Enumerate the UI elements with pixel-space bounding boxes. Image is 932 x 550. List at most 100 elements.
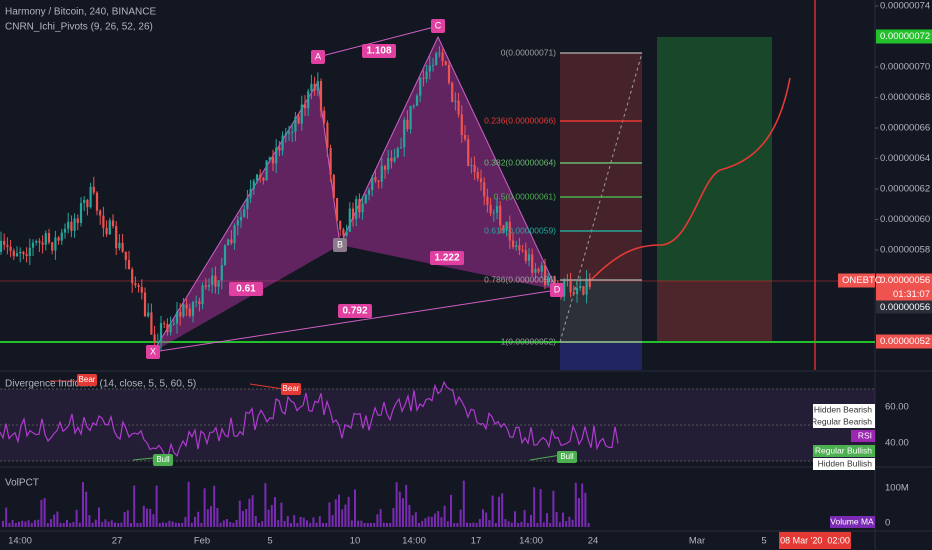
- volume-bar: [88, 515, 91, 527]
- volume-bar: [533, 487, 536, 527]
- candle: [575, 287, 579, 294]
- volume-bar: [501, 493, 504, 527]
- price-tick-label: 0.00000064: [880, 153, 930, 164]
- volume-bar: [558, 522, 561, 527]
- close-label: 0.00000056: [880, 302, 930, 313]
- volume-bar: [11, 519, 14, 527]
- volume-bar: [574, 482, 577, 527]
- price-tick-label: 0.00000074: [880, 1, 930, 12]
- volume-bar: [344, 504, 347, 527]
- volume-bar: [43, 498, 46, 527]
- volume-bar: [526, 522, 529, 527]
- volume-bar: [459, 509, 462, 527]
- volume-bar: [110, 520, 113, 527]
- price-tick-label: 0.00000066: [880, 123, 930, 134]
- candle: [431, 65, 435, 67]
- price-tick-label: 0.00000068: [880, 92, 930, 103]
- volume-bar: [200, 522, 203, 527]
- candle: [41, 242, 44, 245]
- candle: [284, 133, 287, 136]
- candle: [486, 196, 489, 205]
- pattern-point-box: [550, 283, 564, 297]
- volume-bar: [386, 523, 388, 527]
- candle: [467, 139, 470, 166]
- volume-bar: [162, 522, 164, 527]
- rsi-legend: Regular Bearish: [811, 416, 872, 426]
- ratio: 0.61: [236, 284, 256, 295]
- volume-bar: [414, 512, 417, 527]
- candle: [479, 178, 483, 183]
- candle: [15, 253, 19, 257]
- time-label: 17: [471, 536, 482, 547]
- volume-bar: [536, 522, 539, 527]
- volume-bar: [408, 505, 411, 527]
- volume-bar: [421, 520, 424, 527]
- candle: [316, 81, 319, 91]
- volume-bar: [69, 522, 72, 527]
- volume-bar: [114, 522, 116, 527]
- volume-bar: [126, 510, 129, 527]
- volume-bar: [478, 519, 481, 527]
- div-marker-box: [153, 454, 173, 466]
- candle: [540, 265, 543, 272]
- candle: [153, 334, 156, 343]
- volume-bar: [251, 495, 254, 527]
- ratio: 0.792: [342, 306, 367, 317]
- current-label-box: [876, 273, 932, 288]
- volume-bar: [254, 516, 257, 527]
- volume-bar: [190, 522, 193, 527]
- time-label: Mar: [689, 536, 705, 547]
- candle: [140, 286, 143, 293]
- candle: [182, 304, 185, 317]
- volume-bar: [27, 520, 30, 527]
- volume-bar: [290, 522, 292, 527]
- volume-bar: [264, 483, 267, 527]
- candle: [25, 254, 28, 256]
- volume-bar: [392, 508, 395, 527]
- volume-bar: [277, 520, 280, 527]
- volume-bar: [149, 508, 152, 527]
- fib-label: 0(0.00000071): [501, 47, 556, 57]
- candle: [47, 233, 51, 243]
- candle: [428, 65, 431, 72]
- candle: [489, 204, 492, 214]
- volume-bar: [312, 517, 315, 527]
- volume-bar: [523, 509, 526, 527]
- time-label: 5: [761, 536, 766, 547]
- candle: [60, 232, 63, 241]
- volume-bar: [395, 482, 398, 527]
- candle: [79, 203, 83, 223]
- vol-legend-box: [830, 516, 875, 528]
- ratio: 1.222: [434, 253, 459, 264]
- candle: [326, 122, 329, 149]
- volume-bar: [91, 522, 94, 527]
- candle: [422, 77, 425, 79]
- candle: [159, 323, 163, 342]
- ratio-box: [362, 44, 396, 58]
- candle: [265, 160, 268, 181]
- div-marker-box: [77, 374, 97, 386]
- candle: [227, 239, 230, 246]
- volume-bar: [133, 485, 136, 527]
- vol-tick: 0: [885, 518, 890, 529]
- candle: [63, 228, 67, 233]
- volume-bar: [117, 523, 120, 527]
- candle: [515, 245, 518, 247]
- volume-bar: [296, 523, 299, 527]
- volume-bar: [142, 505, 145, 527]
- candle: [236, 220, 239, 226]
- ratio: 1.108: [366, 46, 391, 57]
- candle: [188, 308, 191, 316]
- volume-bar: [366, 522, 369, 527]
- volume-bar: [318, 516, 321, 527]
- candle: [447, 64, 451, 83]
- volume-bar: [542, 522, 545, 527]
- candle: [307, 91, 310, 109]
- candle: [92, 186, 95, 193]
- volume-bar: [258, 523, 260, 527]
- candle: [127, 260, 131, 270]
- candle: [451, 82, 454, 102]
- volume-bar: [546, 513, 548, 527]
- candle: [230, 239, 233, 244]
- volume-bar: [219, 522, 222, 527]
